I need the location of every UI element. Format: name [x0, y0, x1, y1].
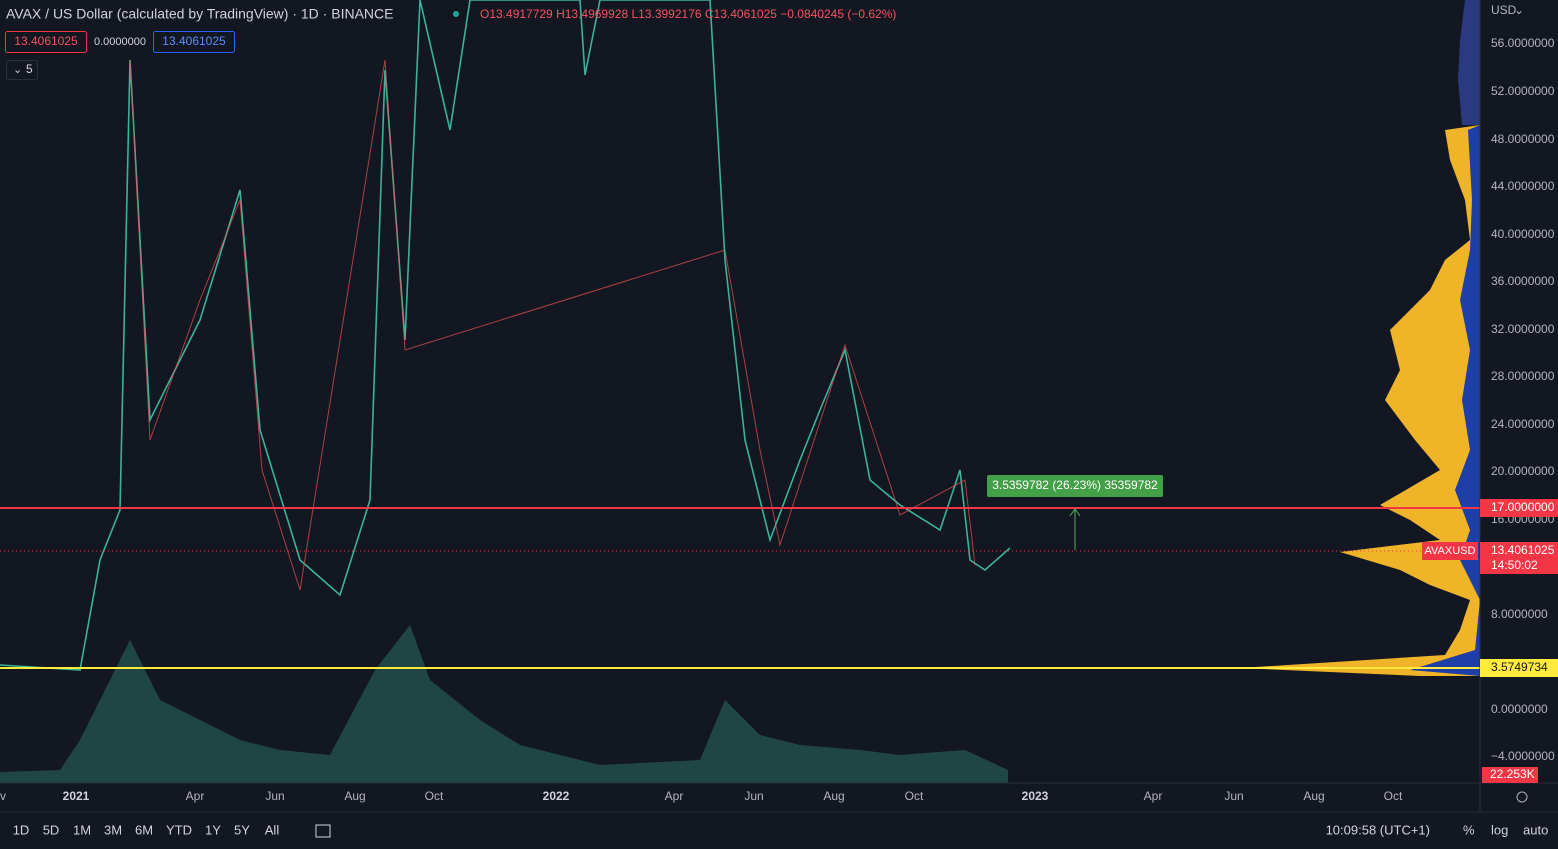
volume-box	[1482, 767, 1538, 783]
price-tick-label: −4.0000000	[1491, 749, 1555, 763]
time-tick-label: Apr	[665, 789, 684, 803]
spread: 0.0000000	[94, 36, 146, 48]
auto-toggle[interactable]: auto	[1523, 822, 1548, 837]
settings-icon[interactable]	[1516, 791, 1528, 803]
time-tick-label: Jun	[744, 789, 763, 803]
time-tick-label: Oct	[425, 789, 444, 803]
price-tick-label: 20.0000000	[1491, 464, 1555, 478]
volume-bars	[0, 625, 1008, 783]
price-tick-label: 36.0000000	[1491, 274, 1555, 288]
clock: 10:09:58 (UTC+1)	[1326, 822, 1430, 837]
symbol-label: AVAXUSD	[1425, 545, 1476, 557]
time-tick-label: Jun	[265, 789, 284, 803]
range-button[interactable]: 6M	[135, 822, 153, 837]
time-tick-label: Oct	[1384, 789, 1403, 803]
yellow-line-label: 3.5749734	[1491, 660, 1548, 674]
measure-label: 3.5359782 (26.23%) 35359782	[992, 478, 1158, 492]
log-toggle[interactable]: log	[1491, 822, 1508, 837]
ohlc: O13.4917729 H13.4969928 L13.3992176 C13.…	[480, 7, 896, 21]
price-tick-label: 24.0000000	[1491, 417, 1555, 431]
price-tick-label: 28.0000000	[1491, 369, 1555, 383]
symbol-box	[1422, 542, 1478, 560]
date-range-icon[interactable]	[315, 824, 331, 838]
market-status	[453, 11, 459, 17]
price-tick-label: 8.0000000	[1491, 607, 1548, 621]
time-tick-label: 2022	[543, 789, 570, 803]
currency-caret[interactable]: ⌄	[1514, 3, 1524, 17]
volume-profile	[1240, 125, 1480, 676]
yellow-line-box	[1480, 659, 1558, 677]
range-button[interactable]: All	[265, 822, 280, 837]
price-tick-label: 48.0000000	[1491, 132, 1555, 146]
time-tick-label: Aug	[823, 789, 844, 803]
measure-box	[987, 475, 1163, 497]
price-line-red	[129, 59, 976, 591]
last-price-box	[1480, 542, 1558, 574]
symbol-title: AVAX / US Dollar (calculated by TradingV…	[6, 6, 393, 22]
time-tick-label: 2021	[63, 789, 90, 803]
price-tick-label: 32.0000000	[1491, 322, 1555, 336]
price-tick-label: 40.0000000	[1491, 227, 1555, 241]
buy-button[interactable]	[153, 31, 235, 53]
sell-price[interactable]: 13.4061025	[14, 34, 78, 48]
indicators-toggle[interactable]	[6, 60, 38, 80]
volume-profile-top	[1458, 0, 1480, 125]
red-line-box	[1480, 499, 1558, 517]
range-button[interactable]: 1Y	[205, 822, 221, 837]
price-tick-label: 0.0000000	[1491, 702, 1548, 716]
time-tick-label: 2023	[1022, 789, 1049, 803]
time-tick-label: Apr	[186, 789, 205, 803]
range-button[interactable]: 1M	[73, 822, 91, 837]
indicators-count[interactable]: 5	[26, 62, 33, 76]
time-tick-label: Jun	[1224, 789, 1243, 803]
time-tick-label: Aug	[1303, 789, 1324, 803]
volume-profile-blue	[1410, 125, 1480, 676]
range-button[interactable]: YTD	[166, 822, 192, 837]
range-button[interactable]: 1D	[13, 822, 30, 837]
time-tick-label: Oct	[905, 789, 924, 803]
buy-price[interactable]: 13.4061025	[162, 34, 226, 48]
range-button[interactable]: 5Y	[234, 822, 250, 837]
measure-arrowhead	[1069, 508, 1081, 517]
range-button[interactable]: 3M	[104, 822, 122, 837]
time-tick-label: Aug	[344, 789, 365, 803]
sell-button[interactable]	[5, 31, 87, 53]
price-tick-label: 56.0000000	[1491, 36, 1555, 50]
price-tick-label: 52.0000000	[1491, 84, 1555, 98]
currency-label[interactable]: USD	[1491, 3, 1517, 17]
range-button[interactable]: 5D	[43, 822, 60, 837]
percent-toggle[interactable]: %	[1463, 822, 1475, 837]
time-tick-label: Apr	[1144, 789, 1163, 803]
price-tick-label: 44.0000000	[1491, 179, 1555, 193]
indicators-caret[interactable]: ⌄	[13, 64, 22, 76]
last-price: 13.4061025	[1491, 543, 1555, 557]
countdown: 14:50:02	[1491, 558, 1538, 572]
time-tick-label: v	[0, 789, 6, 803]
red-line-label: 17.0000000	[1491, 500, 1555, 514]
volume-label: 22.253K	[1490, 767, 1535, 781]
